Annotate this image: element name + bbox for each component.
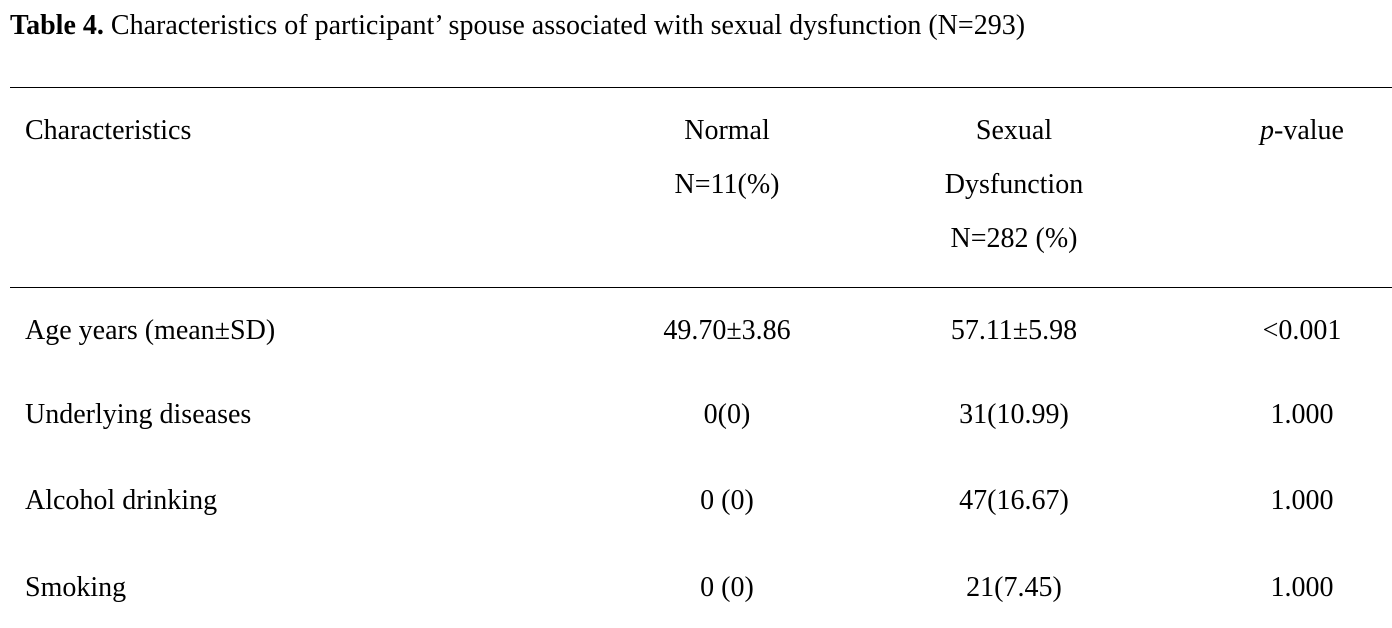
top-rule [10,87,1392,88]
row-1-normal: 49.70±3.86 [663,315,791,346]
row-4-dysfunction: 21(7.45) [966,572,1062,603]
row-3-normal: 0 (0) [700,485,754,516]
row-1-dysfunction: 57.11±5.98 [950,315,1078,346]
header-dysfunction: Sexual Dysfunction N=282 (%) [880,104,1148,266]
row-2-pvalue: 1.000 [1270,399,1334,430]
header-dysfunction-line-1: Sexual [975,115,1053,146]
row-1-characteristic: Age years (mean±SD) [25,315,276,346]
header-rule [10,287,1392,288]
header-dysfunction-line-3: N=282 (%) [950,223,1078,254]
row-3-pvalue: 1.000 [1270,485,1334,516]
header-pvalue-p: p [1260,115,1275,146]
row-2-normal: 0(0) [703,399,751,430]
row-1-pvalue: <0.001 [1262,315,1342,346]
header-normal-line-1: Normal [684,115,770,146]
header-pvalue-rest: -value [1274,115,1344,146]
row-2-dysfunction: 31(10.99) [959,399,1069,430]
row-3-dysfunction: 47(16.67) [959,485,1069,516]
header-normal: Normal N=11(%) [590,104,864,212]
header-characteristics: Characteristics [25,115,192,146]
header-pvalue: p-value [1230,104,1374,158]
table-caption: Table 4. Characteristics of participant’… [10,6,1025,46]
header-dysfunction-line-2: Dysfunction [944,169,1084,200]
row-3-characteristic: Alcohol drinking [25,485,218,516]
row-4-normal: 0 (0) [700,572,754,603]
row-4-pvalue: 1.000 [1270,572,1334,603]
caption-text: Characteristics of participant’ spouse a… [103,10,1026,41]
header-normal-line-2: N=11(%) [674,169,780,200]
row-2-characteristic: Underlying diseases [25,399,252,430]
caption-label: Table 4. [10,10,104,41]
row-4-characteristic: Smoking [25,572,127,603]
